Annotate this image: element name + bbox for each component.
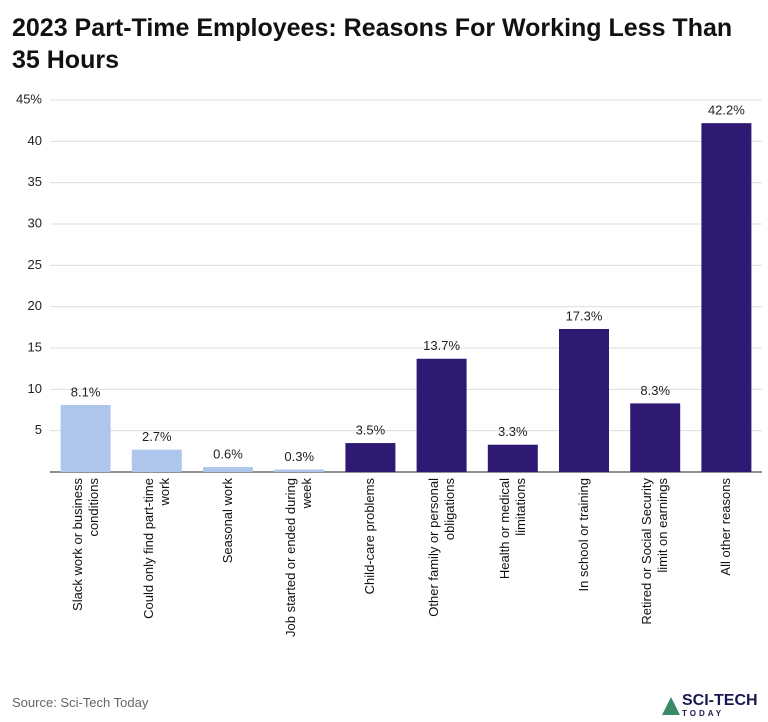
logo-sub: TODAY [682,709,725,718]
y-tick-label: 30 [28,215,42,230]
y-tick-label: 20 [28,298,42,313]
bar [131,449,182,472]
logo-main: SCI-TECH [682,692,758,709]
x-tick-label: Other family or personal obligations [425,478,457,617]
y-tick-label: 10 [28,381,42,396]
value-label: 3.3% [498,424,528,439]
y-tick-label: 40 [28,133,42,148]
value-label: 2.7% [142,429,172,444]
x-tick-label: Child-care problems [362,478,378,595]
value-label: 3.5% [356,423,386,438]
x-tick-label: Slack work or business conditions [69,478,101,611]
logo: SCI-TECH TODAY [662,693,758,718]
x-tick-label: Could only find part-time work [140,478,172,619]
value-label: 0.3% [284,449,314,464]
value-label: 42.2% [708,103,745,118]
bar [559,328,609,472]
bar [701,123,752,472]
value-label: 17.3% [566,308,603,323]
y-tick-label: 35 [28,174,42,189]
y-tick-label: 45% [16,91,42,106]
bar [630,403,681,472]
bar [60,405,111,472]
bar [487,444,538,472]
bar [274,469,325,472]
bar [345,443,396,472]
y-tick-label: 25 [28,257,42,272]
value-label: 0.6% [213,446,243,461]
bar [203,467,253,472]
bar [416,358,467,472]
x-tick-label: Seasonal work [220,478,235,564]
source: Source: Sci-Tech Today [12,695,149,710]
value-label: 13.7% [423,338,460,353]
value-label: 8.3% [640,383,670,398]
x-tick-label: Job started or ended during week [283,478,315,637]
logo-icon [662,697,680,715]
chart-title: 2023 Part-Time Employees: Reasons For Wo… [12,14,733,74]
y-tick-label: 15 [28,339,42,354]
value-label: 8.1% [71,384,101,399]
y-tick-label: 5 [35,422,42,437]
x-tick-label: In school or training [576,478,591,592]
x-tick-label: Retired or Social Security limit on earn… [639,478,671,625]
x-tick-label: Health or medical limitations [496,478,528,580]
x-tick-label: All other reasons [718,478,734,576]
